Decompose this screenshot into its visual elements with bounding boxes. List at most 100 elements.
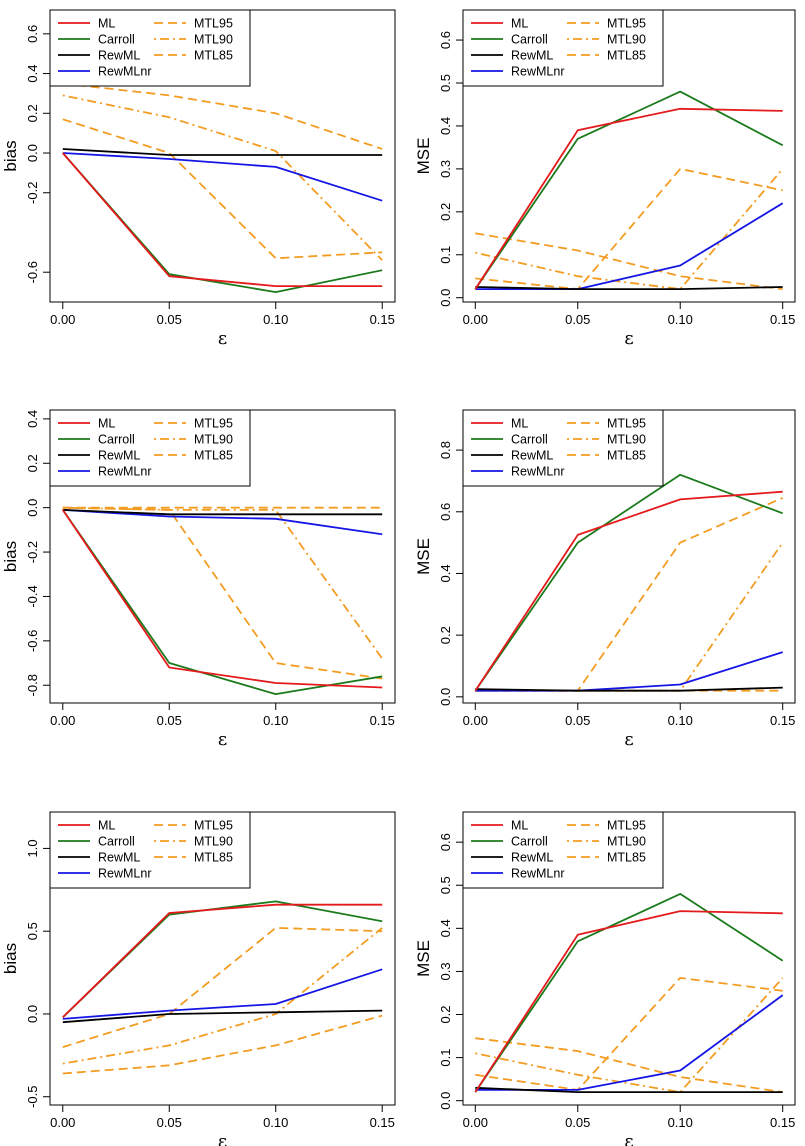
series-line-mtl95: [62, 118, 383, 260]
x-tick-label: 0.10: [263, 1115, 288, 1130]
series-line-rewmlnr: [475, 651, 783, 692]
x-tick-label: 0.10: [263, 713, 288, 728]
x-tick-label: 0.05: [157, 312, 182, 327]
y-axis-label: bias: [1, 943, 20, 974]
legend-label-mtl85: MTL85: [194, 49, 233, 63]
legend-label-ml: ML: [98, 819, 115, 833]
y-tick-label: 0.2: [438, 626, 453, 644]
series-line-carroll: [62, 152, 383, 294]
series-line-mtl95: [475, 497, 784, 692]
series-line-carroll: [62, 900, 383, 1018]
series-line-rewmlnr: [475, 202, 784, 291]
x-tick-label: 0.00: [50, 713, 75, 728]
y-tick-label: -0.5: [25, 1086, 40, 1108]
x-axis-label: ε: [624, 1131, 633, 1146]
legend: ML Carroll RewML RewMLnr MTL95 MTL90 MTL85: [49, 9, 251, 87]
y-tick-label: -0.6: [25, 630, 40, 652]
legend-label-carroll: Carroll: [98, 433, 135, 447]
y-tick-label: 0.3: [438, 160, 453, 178]
series-line-mtl85: [62, 82, 383, 150]
x-tick-label: 0.15: [770, 312, 795, 327]
y-tick-label: 0.0: [25, 1005, 40, 1023]
chart-panel-row1-right: 0.00 0.05 0.10 0.15 ε 0.0 0.1 0.2 0.3 0.4 0.5 0.6 MS…: [414, 9, 796, 349]
legend-label-rewml: RewML: [511, 851, 553, 865]
y-tick-label: 0.5: [438, 74, 453, 92]
series-line-mtl95: [475, 167, 783, 291]
y-tick-label: 1.0: [25, 839, 40, 857]
series-line-rewmlnr: [62, 509, 383, 536]
x-tick-label: 0.00: [463, 713, 488, 728]
y-tick-label: 0.4: [25, 65, 40, 83]
series-line-rewml: [62, 148, 383, 156]
y-tick-label: 0.0: [25, 499, 40, 517]
legend: ML Carroll RewML RewMLnr MTL95 MTL90 MTL85: [49, 409, 251, 487]
legend-label-rewmlnr: RewMLnr: [511, 867, 565, 881]
legend-label-mtl90: MTL90: [194, 33, 233, 47]
y-tick-label: 0.0: [438, 289, 453, 307]
y-tick-label: 0.2: [438, 203, 453, 221]
legend-label-mtl85: MTL85: [194, 449, 233, 463]
series-line-carroll: [474, 893, 784, 1093]
x-tick-label: 0.10: [668, 713, 693, 728]
y-tick-label: 0.4: [25, 410, 40, 428]
series-line-mtl95: [62, 506, 383, 680]
y-tick-label: 0.1: [438, 246, 453, 264]
legend-label-mtl90: MTL90: [607, 433, 646, 447]
y-tick-label: 0.5: [438, 876, 453, 894]
legend-label-mtl85: MTL85: [607, 49, 646, 63]
series-line-mtl85: [475, 232, 783, 290]
y-tick-label: -0.2: [25, 541, 40, 563]
series-line-ml: [474, 910, 783, 1093]
series-line-mtl90: [62, 94, 383, 261]
y-tick-label: 0.6: [25, 25, 40, 43]
chart-panel-row3-right: 0.00 0.05 0.10 0.15 ε 0.0 0.1 0.2 0.3 0.4 0.5 0.6 MS…: [414, 811, 796, 1146]
series-line-mtl90: [62, 506, 383, 660]
series-line-rewml: [475, 1086, 783, 1093]
y-tick-label: 0.8: [438, 441, 453, 459]
x-tick-label: 0.10: [263, 312, 288, 327]
x-tick-label: 0.10: [668, 1115, 693, 1130]
y-tick-label: -0.2: [25, 182, 40, 204]
legend-label-rewmlnr: RewMLnr: [511, 65, 565, 79]
legend-box: [462, 9, 664, 87]
y-tick-label: 0.3: [438, 962, 453, 980]
series-line-rewml: [475, 686, 783, 692]
series-line-rewmlnr: [62, 968, 383, 1020]
series-line-ml: [62, 152, 383, 288]
x-tick-label: 0.05: [157, 1115, 182, 1130]
legend: ML Carroll RewML RewMLnr MTL95 MTL90 MTL85: [49, 811, 251, 889]
series-line-mtl90: [475, 542, 784, 692]
legend: ML Carroll RewML RewMLnr MTL95 MTL90 MTL85: [462, 811, 664, 889]
y-tick-label: 0.1: [438, 1049, 453, 1067]
legend-label-ml: ML: [98, 417, 115, 431]
legend-label-mtl90: MTL90: [194, 835, 233, 849]
y-tick-label: 0.4: [438, 117, 453, 135]
y-tick-label: 0.2: [438, 1005, 453, 1023]
chart-panel-row1-left: 0.00 0.05 0.10 0.15 ε -0.6 -0.2 0.0 0.2 0.4 0.6 bia…: [1, 9, 396, 349]
legend-label-carroll: Carroll: [511, 835, 548, 849]
legend-label-rewmlnr: RewMLnr: [98, 465, 152, 479]
series-line-rewml: [475, 286, 783, 291]
legend-label-rewml: RewML: [511, 449, 553, 463]
y-axis-label: bias: [1, 541, 20, 572]
series-line-mtl95: [475, 977, 783, 1091]
legend-label-ml: ML: [511, 17, 528, 31]
y-tick-label: -0.4: [25, 585, 40, 607]
y-tick-label: 0.4: [438, 919, 453, 937]
x-axis-label: ε: [218, 1131, 227, 1146]
legend-label-ml: ML: [511, 417, 528, 431]
series-line-mtl85: [62, 1014, 383, 1075]
y-tick-label: 0.0: [438, 1092, 453, 1110]
x-tick-label: 0.00: [50, 312, 75, 327]
y-axis-label: bias: [1, 140, 20, 171]
series-line-carroll: [62, 509, 383, 695]
x-tick-label: 0.15: [370, 312, 395, 327]
x-axis-label: ε: [624, 328, 633, 349]
series-line-rewmlnr: [475, 994, 784, 1091]
legend-label-carroll: Carroll: [511, 433, 548, 447]
legend-label-carroll: Carroll: [511, 33, 548, 47]
x-axis-label: ε: [624, 729, 633, 750]
y-tick-label: 0.6: [438, 503, 453, 521]
x-tick-label: 0.00: [50, 1115, 75, 1130]
